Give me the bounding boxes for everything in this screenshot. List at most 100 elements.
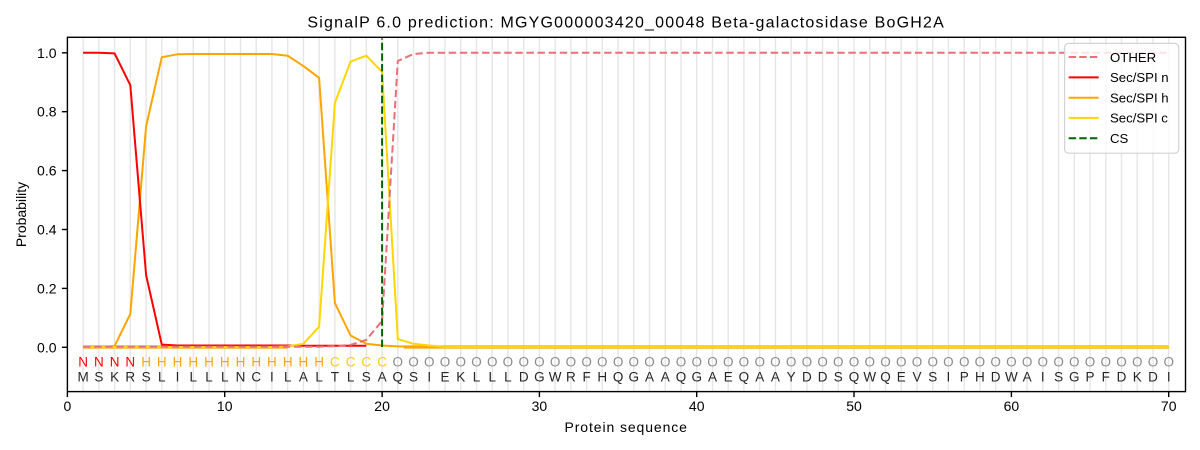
svg-text:O: O [990,354,1001,369]
svg-text:O: O [1006,354,1017,369]
svg-text:S: S [142,369,151,384]
svg-text:O: O [802,354,813,369]
svg-text:O: O [927,354,938,369]
svg-text:O: O [1163,354,1174,369]
svg-text:H: H [173,354,183,369]
svg-text:E: E [897,369,906,384]
svg-text:O: O [912,354,923,369]
svg-text:O: O [1132,354,1143,369]
svg-text:O: O [676,354,687,369]
svg-text:0.2: 0.2 [37,280,57,296]
svg-text:O: O [1069,354,1080,369]
svg-text:O: O [1053,354,1064,369]
svg-text:F: F [582,369,590,384]
svg-text:O: O [1085,354,1096,369]
svg-text:O: O [487,354,498,369]
svg-text:0.0: 0.0 [37,339,57,355]
svg-text:O: O [833,354,844,369]
svg-text:H: H [975,369,985,384]
svg-text:I: I [427,369,431,384]
svg-text:P: P [1085,369,1094,384]
svg-text:O: O [518,354,529,369]
svg-text:O: O [975,354,986,369]
svg-text:F: F [1102,369,1110,384]
svg-text:I: I [176,369,180,384]
svg-text:L: L [284,369,292,384]
svg-text:N: N [94,354,104,369]
svg-text:D: D [991,369,1001,384]
svg-text:H: H [299,354,309,369]
svg-text:L: L [488,369,496,384]
svg-text:L: L [221,369,229,384]
svg-text:W: W [549,369,562,384]
svg-text:G: G [1069,369,1080,384]
svg-text:S: S [834,369,843,384]
svg-text:O: O [597,354,608,369]
svg-text:O: O [566,354,577,369]
svg-text:I: I [947,369,951,384]
svg-text:O: O [1101,354,1112,369]
svg-text:1.0: 1.0 [37,45,57,61]
svg-text:O: O [393,354,404,369]
svg-text:70: 70 [1161,398,1177,414]
svg-text:P: P [960,369,969,384]
svg-text:O: O [534,354,545,369]
svg-text:O: O [723,354,734,369]
svg-text:SignalP 6.0 prediction: MGYG00: SignalP 6.0 prediction: MGYG000003420_00… [307,15,945,32]
svg-text:A: A [708,369,717,384]
svg-text:CS: CS [1110,131,1129,146]
svg-text:O: O [770,354,781,369]
svg-text:H: H [220,354,230,369]
svg-text:H: H [283,354,293,369]
svg-text:O: O [1022,354,1033,369]
svg-text:O: O [660,354,671,369]
svg-text:Q: Q [393,369,404,384]
svg-text:L: L [315,369,323,384]
svg-text:N: N [125,354,135,369]
svg-text:H: H [157,354,167,369]
svg-text:Sec/SPI h: Sec/SPI h [1110,91,1169,106]
svg-text:O: O [959,354,970,369]
svg-text:N: N [236,369,246,384]
svg-text:Sec/SPI c: Sec/SPI c [1110,111,1168,126]
svg-text:Protein sequence: Protein sequence [565,419,688,435]
svg-text:0.6: 0.6 [37,163,57,179]
svg-text:C: C [361,354,371,369]
svg-text:H: H [141,354,151,369]
svg-text:G: G [691,369,702,384]
svg-text:L: L [504,369,512,384]
svg-text:O: O [408,354,419,369]
svg-text:I: I [1167,369,1171,384]
svg-text:O: O [471,354,482,369]
svg-text:O: O [503,354,514,369]
svg-text:O: O [581,354,592,369]
svg-text:C: C [346,354,356,369]
svg-text:D: D [818,369,828,384]
svg-text:H: H [204,354,214,369]
svg-text:Q: Q [613,369,624,384]
svg-text:G: G [534,369,545,384]
svg-text:N: N [110,354,120,369]
svg-text:L: L [473,369,481,384]
svg-text:Q: Q [849,369,860,384]
svg-text:50: 50 [846,398,862,414]
svg-text:OTHER: OTHER [1110,50,1156,65]
svg-text:O: O [707,354,718,369]
svg-text:C: C [330,354,340,369]
svg-text:0.4: 0.4 [37,222,57,238]
svg-text:Probability: Probability [13,182,29,247]
svg-text:O: O [865,354,876,369]
svg-text:Q: Q [880,369,891,384]
svg-text:T: T [331,369,339,384]
svg-text:M: M [77,369,88,384]
svg-text:20: 20 [374,398,390,414]
svg-text:R: R [566,369,576,384]
svg-text:O: O [455,354,466,369]
svg-text:C: C [377,354,387,369]
svg-text:O: O [754,354,765,369]
svg-text:A: A [378,369,387,384]
svg-text:I: I [270,369,274,384]
svg-text:10: 10 [217,398,233,414]
svg-text:C: C [251,369,261,384]
svg-text:H: H [314,354,324,369]
